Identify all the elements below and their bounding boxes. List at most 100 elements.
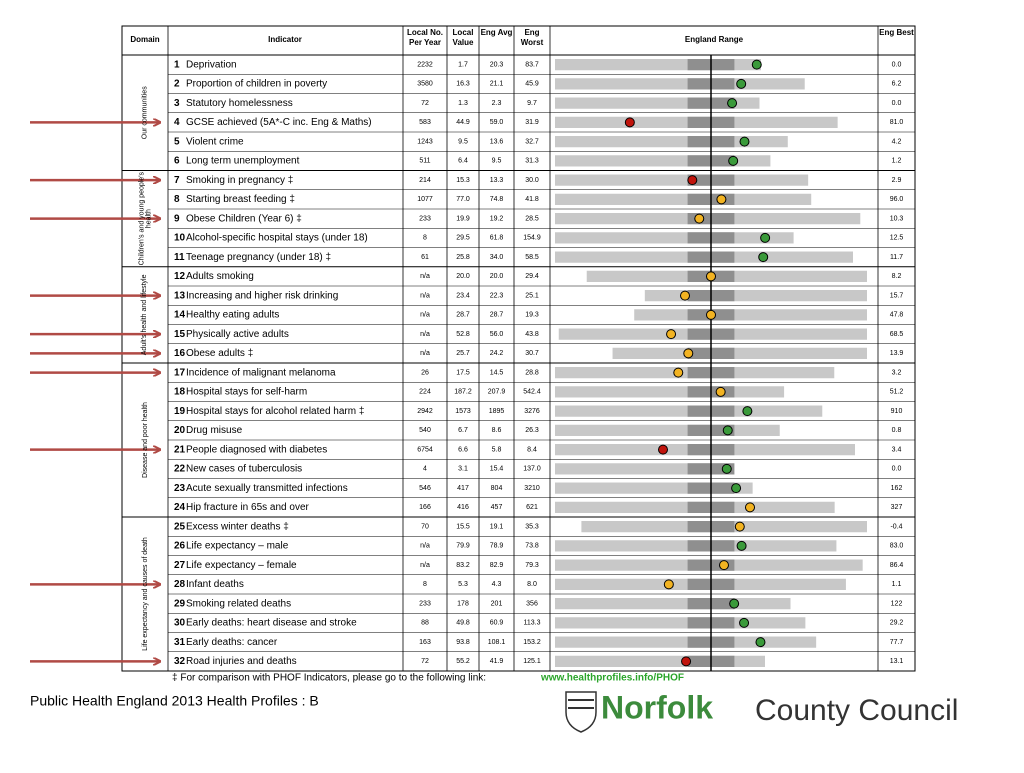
cell-eng-best: 77.7: [890, 639, 904, 646]
range-bar: [555, 598, 791, 610]
cell-local-no: 26: [421, 369, 429, 376]
cell-local-no: 233: [419, 215, 431, 222]
local-value-dot: [715, 386, 726, 397]
cell-local-value: 25.7: [456, 350, 470, 357]
row-number: 13: [174, 290, 186, 301]
row-number: 25: [174, 521, 186, 532]
header-box: Eng Avg: [481, 28, 513, 37]
indicator: People diagnosed with diabetes: [186, 444, 327, 455]
row-number: 17: [174, 367, 186, 378]
cell-local-value: 17.5: [456, 369, 470, 376]
cell-local-no: n/a: [420, 312, 430, 319]
cell-eng-best: 51.2: [890, 389, 904, 396]
indicator: Proportion of children in poverty: [186, 79, 327, 90]
range-bar: [555, 232, 794, 244]
indicator: GCSE achieved (5A*-C inc. Eng & Maths): [186, 117, 372, 128]
local-value-dot: [727, 98, 738, 109]
cell-local-no: 233: [419, 600, 431, 607]
cell-eng-best: 910: [891, 408, 903, 415]
local-value-dot: [731, 483, 742, 494]
cell-eng-avg: 78.9: [490, 543, 504, 550]
cell-eng-worst: 31.9: [525, 119, 539, 126]
local-value-dot: [706, 271, 716, 282]
cell-eng-avg: 15.4: [490, 466, 504, 473]
cell-local-value: 416: [457, 504, 469, 511]
indicator: New cases of tuberculosis: [186, 464, 302, 475]
cell-eng-avg: 5.8: [492, 446, 502, 453]
cell-local-value: 178: [457, 600, 469, 607]
footnote-link[interactable]: www.healthprofiles.info/PHOF: [540, 673, 684, 684]
cell-eng-avg: 4.3: [492, 581, 502, 588]
indicator: Hospital stays for alcohol related harm …: [186, 406, 364, 417]
row-number: 27: [174, 560, 186, 571]
cell-eng-avg: 201: [491, 600, 503, 607]
local-value-dot: [721, 463, 732, 474]
cell-eng-worst: 83.7: [525, 61, 539, 68]
row-number: 18: [174, 387, 186, 398]
header: Indicator: [268, 35, 302, 44]
cell-eng-best: 3.4: [892, 446, 902, 453]
cell-eng-best: 86.4: [890, 562, 904, 569]
cell-local-value: 25.8: [456, 254, 470, 261]
cell-local-no: 1243: [417, 138, 433, 145]
cell-eng-worst: 30.0: [525, 177, 539, 184]
cell-local-no: n/a: [420, 543, 430, 550]
row-number: 15: [174, 329, 186, 340]
cell-eng-avg: 20.3: [490, 61, 504, 68]
cell-eng-avg: 21.1: [490, 81, 504, 88]
header: Eng Worst: [520, 28, 544, 47]
indicator: Teenage pregnancy (under 18) ‡: [186, 252, 331, 263]
cell-eng-avg: 19.1: [490, 523, 504, 530]
cell-eng-worst: 3276: [524, 408, 540, 415]
cell-eng-avg: 14.5: [490, 369, 504, 376]
cell-local-value: 29.5: [456, 235, 470, 242]
cell-eng-best: 2.9: [892, 177, 902, 184]
row-number: 10: [174, 233, 186, 244]
cell-eng-worst: 3210: [524, 485, 540, 492]
logo-shield: [565, 691, 597, 733]
cell-local-no: 540: [419, 427, 431, 434]
cell-eng-avg: 61.8: [490, 235, 504, 242]
local-value-dot: [663, 579, 674, 590]
cell-eng-avg: 108.1: [488, 639, 506, 646]
local-value-dot: [694, 213, 705, 224]
cell-eng-avg: 13.3: [490, 177, 504, 184]
cell-local-no: n/a: [420, 350, 430, 357]
cell-eng-worst: 137.0: [523, 466, 541, 473]
cell-eng-best: 11.7: [890, 254, 903, 261]
cell-local-no: 163: [419, 639, 431, 646]
indicator: Adults smoking: [186, 271, 254, 282]
indicator: Statutory homelessness: [186, 98, 293, 109]
row-number: 1: [174, 59, 180, 70]
local-value-dot: [736, 540, 747, 551]
cell-eng-avg: 457: [491, 504, 503, 511]
cell-local-value: 1573: [455, 408, 471, 415]
cell-eng-worst: 32.7: [525, 138, 539, 145]
local-value-dot: [719, 560, 729, 571]
domain-box: Our communities: [142, 86, 149, 139]
cell-eng-worst: 30.7: [525, 350, 539, 357]
cell-local-value: 187.2: [454, 389, 472, 396]
cell-local-no: 224: [419, 389, 431, 396]
indicator: Life expectancy – female: [186, 560, 297, 571]
cell-eng-worst: 8.4: [527, 446, 537, 453]
row-number: 22: [174, 464, 186, 475]
cell-eng-avg: 59.0: [490, 119, 504, 126]
cell-local-no: 583: [419, 119, 431, 126]
local-value-dot: [734, 521, 745, 532]
cell-local-value: 6.6: [458, 446, 468, 453]
cell-local-no: 214: [419, 177, 431, 184]
cell-eng-worst: 43.8: [525, 331, 539, 338]
cell-eng-worst: 73.8: [525, 543, 539, 550]
header: Local Value: [452, 28, 474, 47]
cell-eng-best: 96.0: [890, 196, 904, 203]
cell-eng-avg: 34.0: [490, 254, 504, 261]
header-box: Eng Best: [879, 28, 914, 37]
header-box: Eng Worst: [520, 28, 544, 47]
cell-eng-best: 68.5: [890, 331, 904, 338]
range-bar: [555, 424, 780, 436]
cell-eng-best: 122: [891, 600, 903, 607]
header: Eng Best: [879, 28, 914, 37]
cell-eng-best: 47.8: [890, 312, 904, 319]
cell-local-no: n/a: [420, 562, 430, 569]
